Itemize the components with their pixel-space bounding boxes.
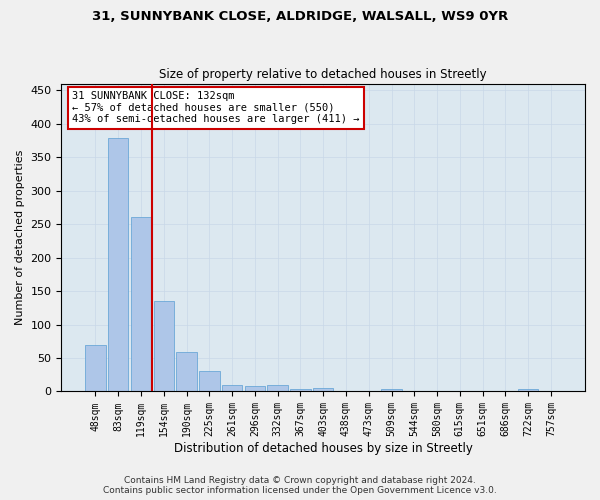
Y-axis label: Number of detached properties: Number of detached properties: [15, 150, 25, 325]
Bar: [131, 217, 151, 392]
Bar: [154, 301, 174, 392]
Bar: [313, 388, 334, 392]
X-axis label: Distribution of detached houses by size in Streetly: Distribution of detached houses by size …: [174, 442, 473, 455]
Text: Contains HM Land Registry data © Crown copyright and database right 2024.
Contai: Contains HM Land Registry data © Crown c…: [103, 476, 497, 495]
Bar: [85, 344, 106, 392]
Bar: [381, 389, 402, 392]
Bar: [518, 389, 538, 392]
Bar: [245, 386, 265, 392]
Bar: [290, 390, 311, 392]
Bar: [222, 385, 242, 392]
Bar: [176, 352, 197, 392]
Text: 31, SUNNYBANK CLOSE, ALDRIDGE, WALSALL, WS9 0YR: 31, SUNNYBANK CLOSE, ALDRIDGE, WALSALL, …: [92, 10, 508, 23]
Text: 31 SUNNYBANK CLOSE: 132sqm
← 57% of detached houses are smaller (550)
43% of sem: 31 SUNNYBANK CLOSE: 132sqm ← 57% of deta…: [72, 92, 359, 124]
Bar: [199, 372, 220, 392]
Title: Size of property relative to detached houses in Streetly: Size of property relative to detached ho…: [160, 68, 487, 81]
Bar: [268, 385, 288, 392]
Bar: [108, 138, 128, 392]
